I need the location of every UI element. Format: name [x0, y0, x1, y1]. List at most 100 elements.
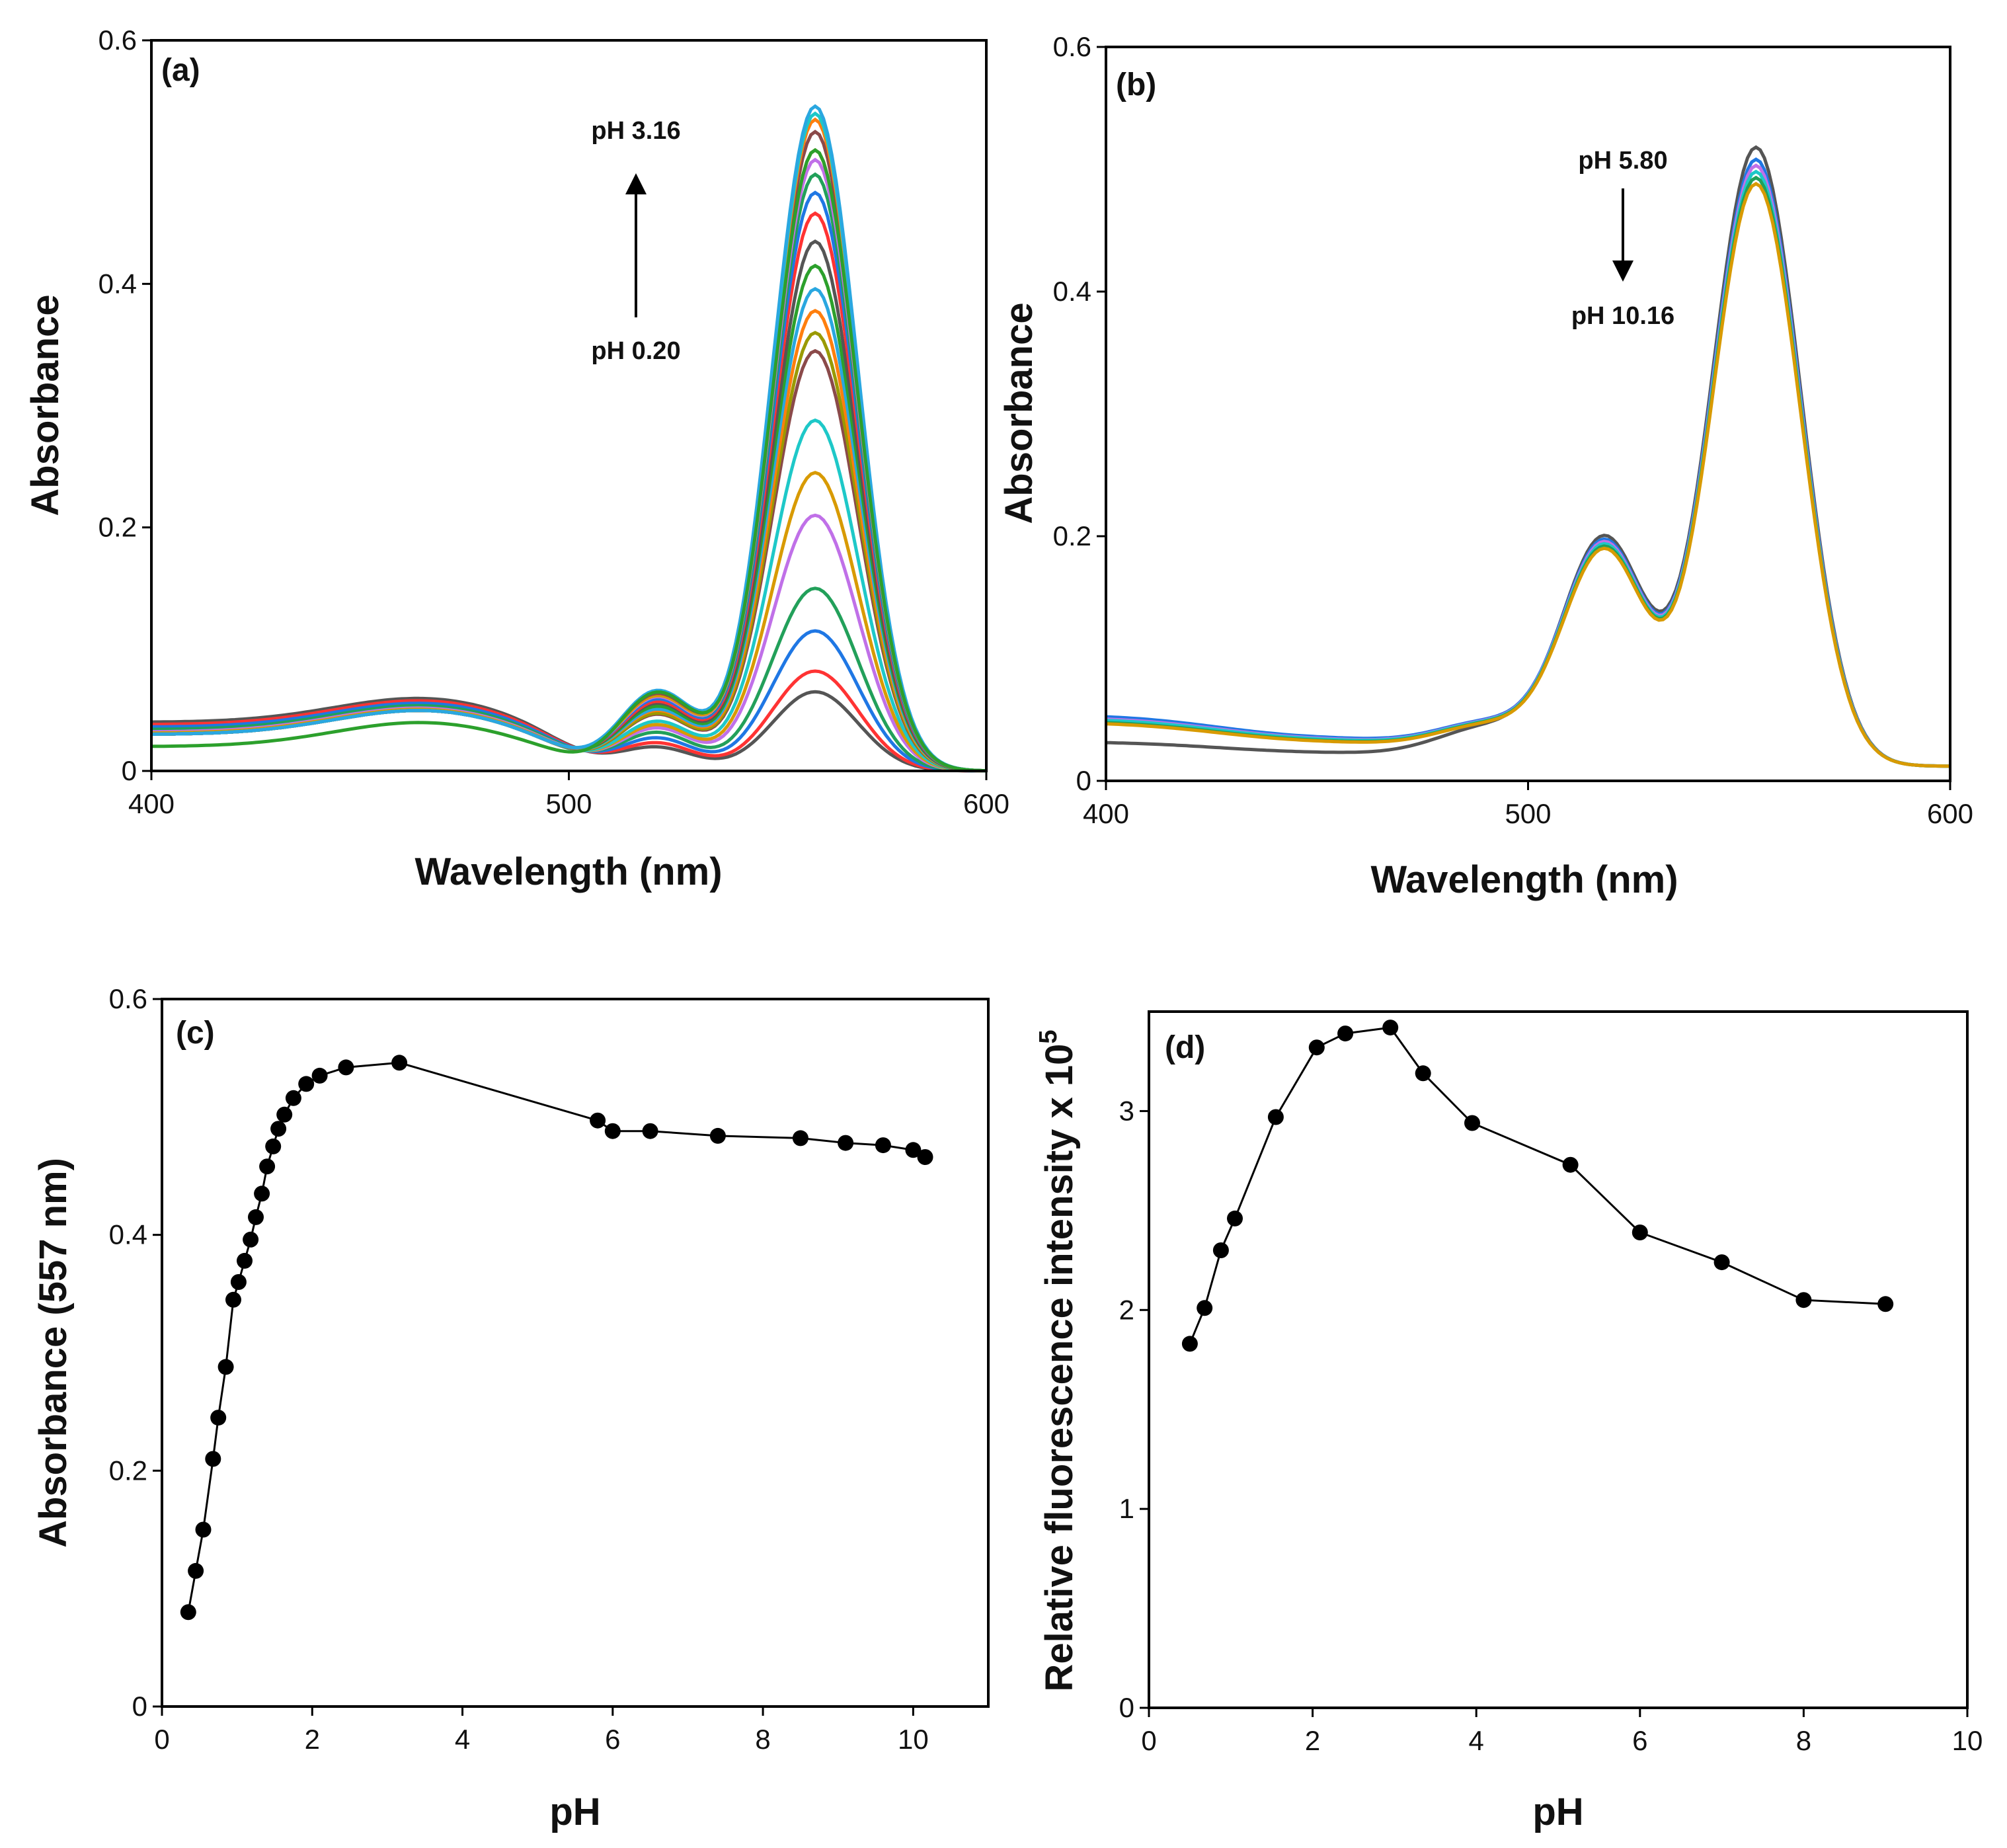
- y-tick-label: 0: [1076, 765, 1091, 796]
- panel-c-frame: [161, 998, 990, 1708]
- data-point: [590, 1112, 606, 1129]
- x-tick-label: 2: [1305, 1725, 1320, 1756]
- series-line: [1105, 163, 1950, 768]
- data-point: [210, 1410, 227, 1426]
- data-point: [285, 1090, 301, 1106]
- x-tick-label: 8: [755, 1724, 770, 1755]
- data-point: [905, 1142, 922, 1158]
- panel-d-curves: [1181, 1020, 1894, 1352]
- data-point: [709, 1127, 726, 1144]
- panel-d-xlabel-text: pH: [1532, 1790, 1583, 1833]
- y-tick-label: 0.2: [98, 512, 137, 543]
- data-point: [276, 1106, 293, 1123]
- data-point: [1308, 1039, 1325, 1056]
- series-line: [1105, 157, 1950, 768]
- data-point: [1877, 1296, 1894, 1312]
- panel-b-curves: [1105, 145, 1950, 768]
- data-point: [237, 1252, 253, 1269]
- panel-d-ylabel-superscript: 5: [1035, 1029, 1062, 1043]
- data-point: [338, 1059, 354, 1076]
- panel-b-label: (b): [1116, 67, 1156, 102]
- series-line: [1105, 169, 1950, 768]
- data-point: [195, 1521, 212, 1538]
- panel-b-xlabel: Wavelength (nm): [1370, 858, 1678, 901]
- y-tick-label: 0: [122, 755, 137, 786]
- x-tick-label: 8: [1796, 1725, 1811, 1756]
- panel-c: (c) 0 2 4 6 8 10 0 0.2 0.4 0.6 pH Absorbance (557…: [32, 983, 990, 1833]
- panel-b-annotation-bottom: pH 10.16: [1571, 302, 1674, 330]
- data-point: [225, 1291, 241, 1308]
- series-line: [151, 513, 987, 773]
- panel-c-xlabel: pH: [549, 1790, 600, 1833]
- panel-d-frame: [1148, 1010, 1969, 1709]
- data-point: [792, 1130, 808, 1146]
- series-line: [151, 104, 987, 773]
- panel-c-ticks: 0 2 4 6 8 10 0 0.2 0.4 0.6: [109, 983, 929, 1755]
- data-point: [217, 1359, 234, 1375]
- data-point: [1562, 1156, 1579, 1173]
- y-tick-label: 0.4: [109, 1219, 147, 1250]
- panel-d-xlabel: pH: [1532, 1790, 1583, 1833]
- series-line: [151, 147, 987, 773]
- panel-a-annotation-bottom: pH 0.20: [591, 337, 680, 365]
- x-tick-label: 2: [305, 1724, 320, 1755]
- data-point: [1382, 1020, 1399, 1036]
- y-tick-label: 2: [1119, 1294, 1134, 1325]
- data-point: [1212, 1242, 1229, 1258]
- x-tick-label: 10: [1952, 1725, 1983, 1756]
- data-point: [1464, 1115, 1480, 1131]
- panel-b-annotation-top: pH 5.80: [1578, 147, 1667, 175]
- data-point: [391, 1055, 408, 1071]
- data-point: [1632, 1225, 1648, 1240]
- panel-b-ylabel: Absorbance: [998, 302, 1041, 524]
- data-point: [180, 1604, 196, 1621]
- data-point: [838, 1135, 854, 1151]
- x-tick-label: 0: [154, 1724, 169, 1755]
- data-point: [917, 1149, 933, 1165]
- panel-b-ticks: 400 500 600 0 0.2 0.4 0.6: [1053, 31, 1973, 829]
- y-tick-label: 0.2: [109, 1455, 147, 1486]
- panel-a-curves: [151, 104, 987, 773]
- data-point: [254, 1185, 270, 1202]
- data-point: [243, 1231, 259, 1248]
- x-tick-label: 400: [1083, 798, 1129, 829]
- y-tick-label: 3: [1119, 1095, 1134, 1126]
- x-tick-label: 400: [128, 788, 175, 819]
- x-tick-label: 500: [1505, 798, 1551, 829]
- data-point: [298, 1076, 315, 1092]
- panel-c-ylabel: Absorbance (557 nm): [32, 1158, 75, 1548]
- data-point: [230, 1274, 247, 1290]
- x-tick-label: 10: [898, 1724, 929, 1755]
- x-tick-label: 6: [1632, 1725, 1647, 1756]
- x-tick-label: 6: [605, 1724, 620, 1755]
- data-point: [1227, 1210, 1243, 1226]
- y-tick-label: 0.4: [98, 268, 137, 299]
- data-point: [1267, 1109, 1284, 1125]
- data-point: [604, 1123, 621, 1139]
- y-tick-label: 0: [132, 1691, 147, 1722]
- y-tick-label: 0: [1119, 1692, 1134, 1723]
- y-tick-label: 0.4: [1053, 276, 1091, 307]
- panel-c-label: (c): [176, 1016, 215, 1051]
- panel-a-ylabel: Absorbance: [24, 294, 67, 516]
- panel-a-ticks: 400 500 600 0 0.2 0.4 0.6: [98, 24, 1009, 819]
- data-point: [1713, 1254, 1730, 1271]
- panel-c-curves: [180, 1055, 933, 1621]
- series-line: [1105, 175, 1950, 768]
- data-point: [259, 1158, 276, 1175]
- x-tick-label: 0: [1141, 1725, 1156, 1756]
- y-tick-label: 1: [1119, 1493, 1134, 1524]
- data-point: [1181, 1336, 1198, 1352]
- data-point: [1337, 1025, 1354, 1042]
- panel-d-ylabel-text: Relative fluorescence intensity x 10: [1038, 1044, 1081, 1692]
- data-point: [311, 1067, 328, 1084]
- y-tick-label: 0.6: [1053, 31, 1091, 62]
- y-tick-label: 0.2: [1053, 520, 1091, 551]
- data-point: [205, 1451, 221, 1467]
- x-tick-label: 600: [1927, 798, 1973, 829]
- panel-d-ylabel: Relative fluorescence intensity x 105: [1035, 1029, 1081, 1691]
- data-point: [270, 1121, 287, 1137]
